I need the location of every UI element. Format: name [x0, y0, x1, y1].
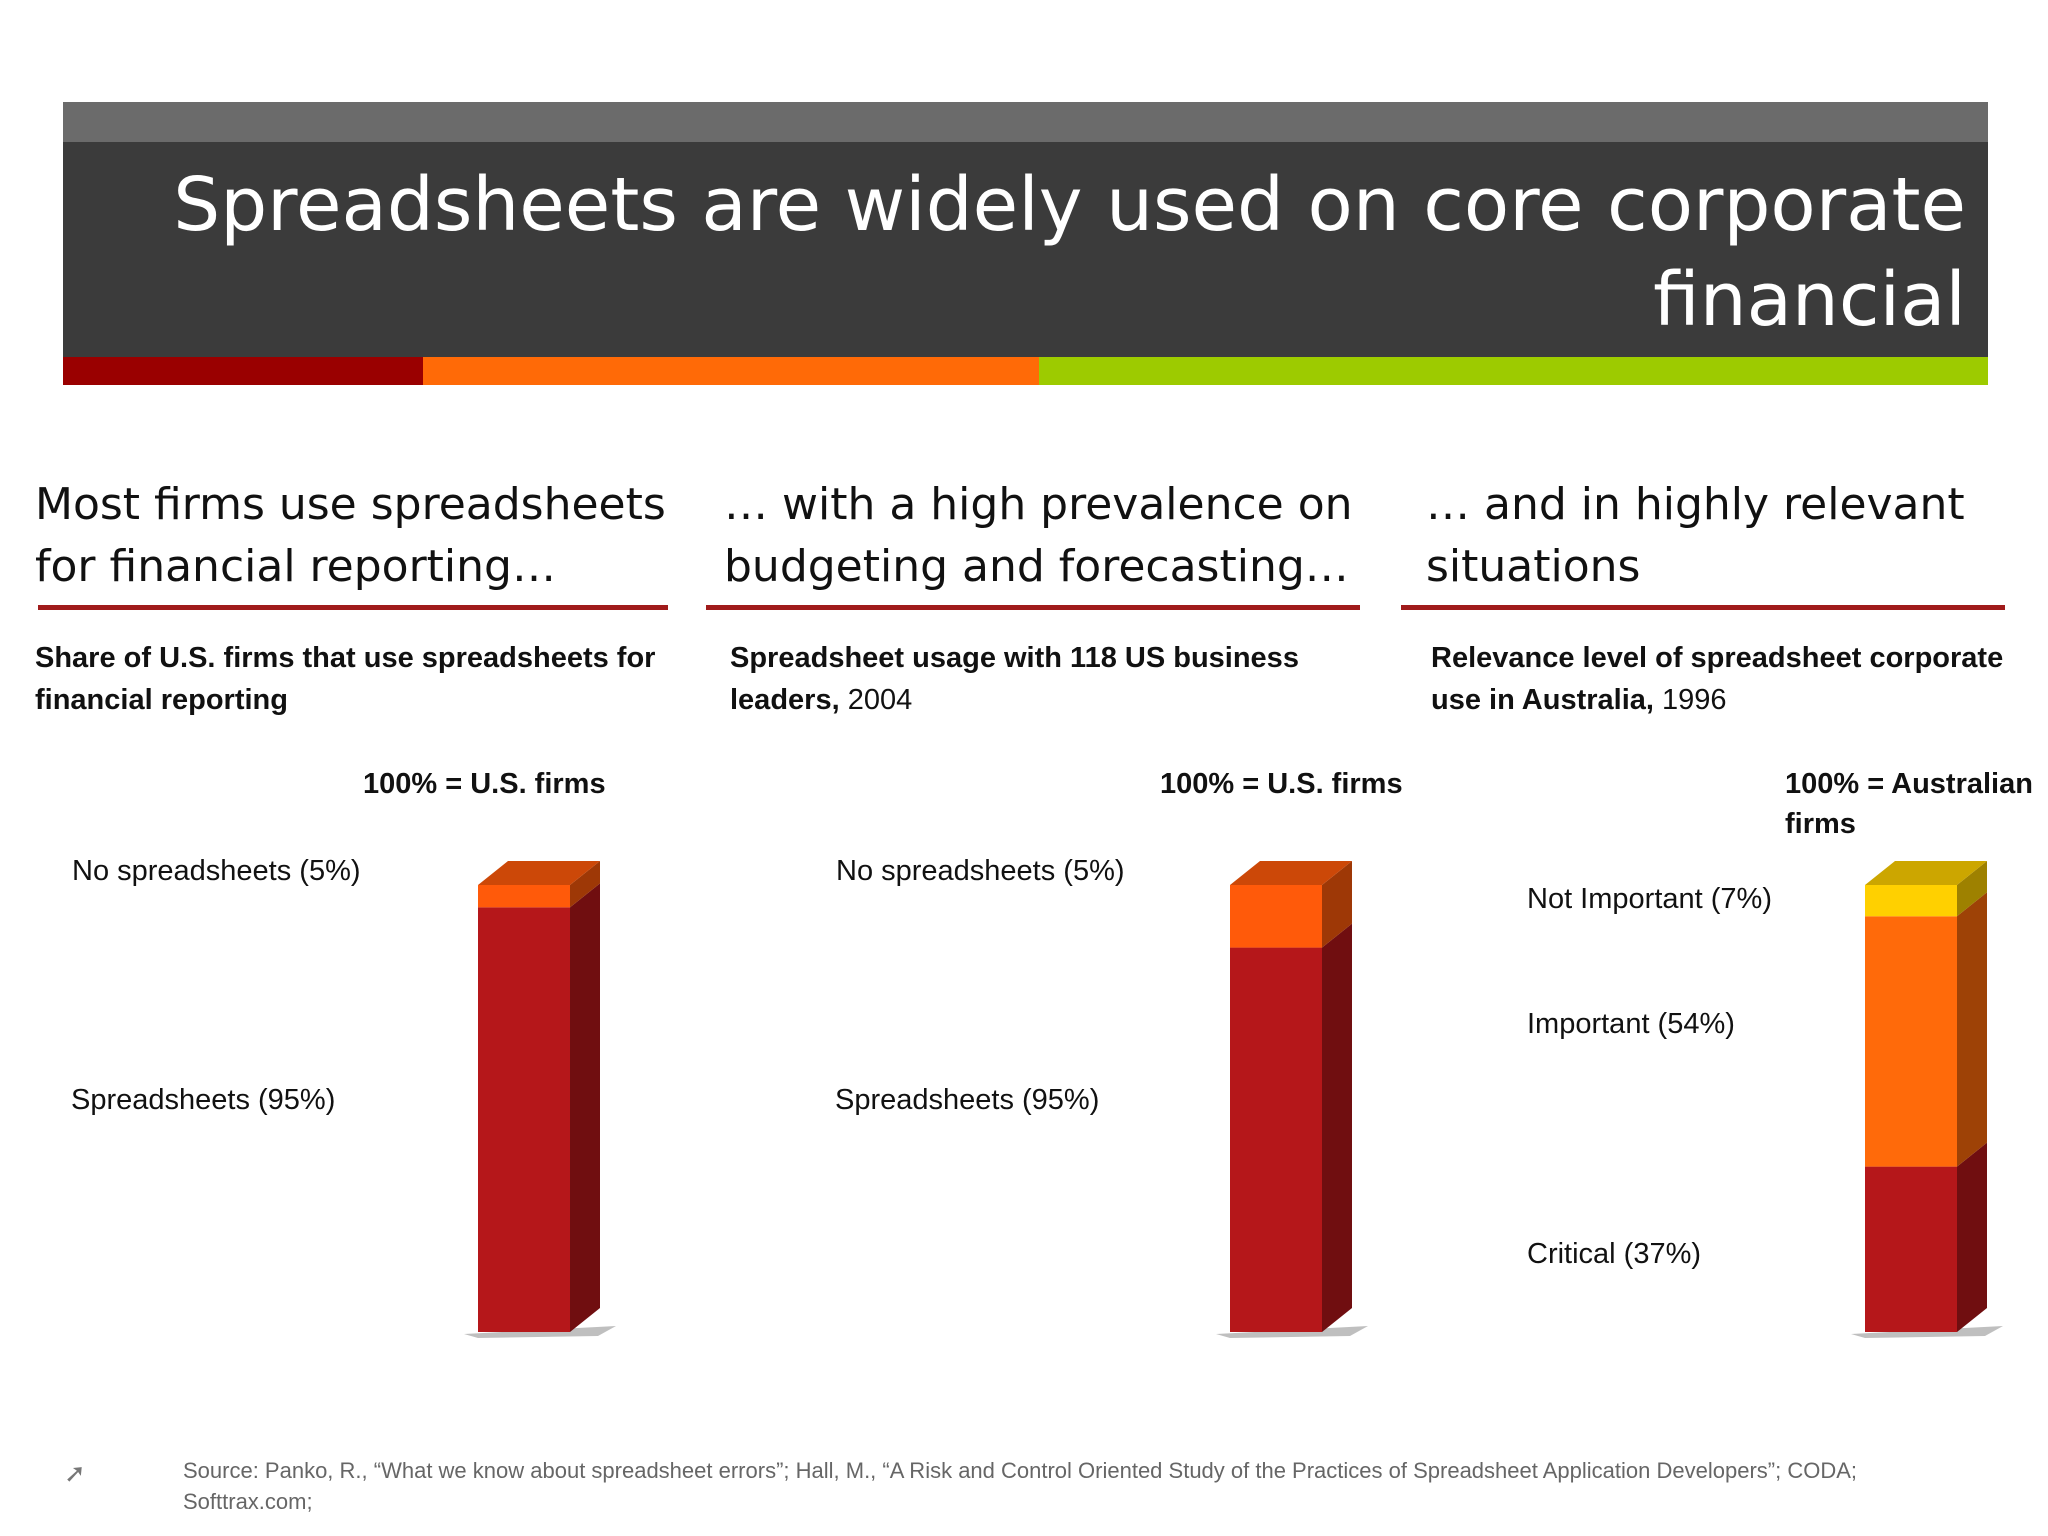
column-2-heading-line-1: … with a high prevalence on — [724, 479, 1353, 530]
column-3-heading-line-2: situations — [1426, 541, 1641, 592]
chart-3-bar-not-important-top — [1865, 861, 1987, 885]
column-2-subtitle: Spreadsheet usage with 118 US business l… — [730, 637, 1370, 721]
slide-title-line-1: Spreadsheets are widely used on core cor… — [173, 162, 1966, 343]
accent-stripe-orange — [423, 357, 1039, 385]
chart-2-label-spreadsheets: Spreadsheets (95%) — [835, 1084, 1100, 1116]
chart-1-bar-no-spreadsheets-top — [478, 861, 600, 885]
chart-1-bar-spreadsheets-side — [570, 883, 600, 1332]
chart-3-label-critical: Critical (37%) — [1527, 1238, 1702, 1270]
column-3-subtitle: Relevance level of spreadsheet corporate… — [1431, 637, 2031, 721]
chart-2-label-no-spreadsheets: No spreadsheets (5%) — [836, 855, 1125, 887]
column-1-base-label: 100% = U.S. firms — [363, 768, 606, 800]
accent-stripe-green — [1039, 357, 1988, 385]
chart-2-bar-spreadsheets — [1230, 947, 1322, 1332]
slide-title: Spreadsheets are widely used on core cor… — [86, 158, 1966, 443]
chart-2-bar-no-spreadsheets-top — [1230, 861, 1352, 885]
title-bar: Spreadsheets are widely used on core cor… — [63, 142, 1988, 438]
column-2-base-label: 100% = U.S. firms — [1160, 768, 1403, 800]
column-3-base-label: 100% = Australian firms — [1785, 768, 2033, 840]
chart-3-bar-critical — [1865, 1166, 1957, 1332]
chart-3-bar-not-important — [1865, 885, 1957, 917]
column-1-rule — [38, 605, 668, 610]
chart-2-bar-no-spreadsheets-side — [1322, 861, 1352, 948]
chart-1-shadow — [464, 1326, 616, 1338]
column-2-subtitle-regular: 2004 — [839, 684, 913, 716]
column-2-heading: … with a high prevalence on budgeting an… — [724, 474, 1364, 598]
chart-2-bar-spreadsheets-side — [1322, 923, 1352, 1332]
accent-stripe-red — [63, 357, 423, 385]
chart-1-bar-spreadsheets — [478, 907, 570, 1332]
source-note: Source: Panko, R., “What we know about s… — [183, 1458, 1857, 1514]
arrow-up-right-icon: ➚ — [64, 1458, 86, 1488]
chart-3-bar-not-important-side — [1957, 861, 1987, 917]
chart-1-label-no-spreadsheets: No spreadsheets (5%) — [72, 855, 361, 887]
chart-1-bar-no-spreadsheets — [478, 885, 570, 908]
column-3-heading-line-1: … and in highly relevant — [1426, 479, 1965, 530]
chart-3-bar-important-side — [1957, 892, 1987, 1167]
column-1-subtitle-bold: Share of U.S. firms that use spreadsheet… — [35, 642, 656, 716]
column-1-heading: Most firms use spreadsheets for financia… — [35, 474, 675, 598]
column-3-heading: … and in highly relevant situations — [1426, 474, 2026, 598]
column-3-subtitle-bold: Relevance level of spreadsheet corporate… — [1431, 642, 2004, 716]
column-1-subtitle: Share of U.S. firms that use spreadsheet… — [35, 637, 675, 721]
chart-3-label-not-important: Not Important (7%) — [1527, 883, 1772, 915]
title-bar-top — [63, 102, 1988, 142]
chart-3-bar-critical-side — [1957, 1142, 1987, 1332]
column-3-subtitle-regular: 1996 — [1653, 684, 1727, 716]
chart-2-shadow — [1216, 1326, 1368, 1338]
column-2-heading-line-2: budgeting and forecasting… — [724, 541, 1349, 592]
chart-3-bar-important — [1865, 916, 1957, 1167]
column-3-rule — [1401, 605, 2005, 610]
column-1-heading-line-2: for financial reporting… — [35, 541, 556, 592]
chart-1-label-spreadsheets: Spreadsheets (95%) — [71, 1084, 336, 1116]
chart-3-label-important: Important (54%) — [1527, 1008, 1735, 1040]
column-2-subtitle-bold: Spreadsheet usage with 118 US business l… — [730, 642, 1299, 716]
chart-3-shadow — [1851, 1326, 2003, 1338]
column-1-heading-line-1: Most firms use spreadsheets — [35, 479, 666, 530]
column-2-rule — [706, 605, 1360, 610]
chart-2-bar-no-spreadsheets — [1230, 885, 1322, 948]
chart-1-bar-no-spreadsheets-side — [570, 861, 600, 908]
